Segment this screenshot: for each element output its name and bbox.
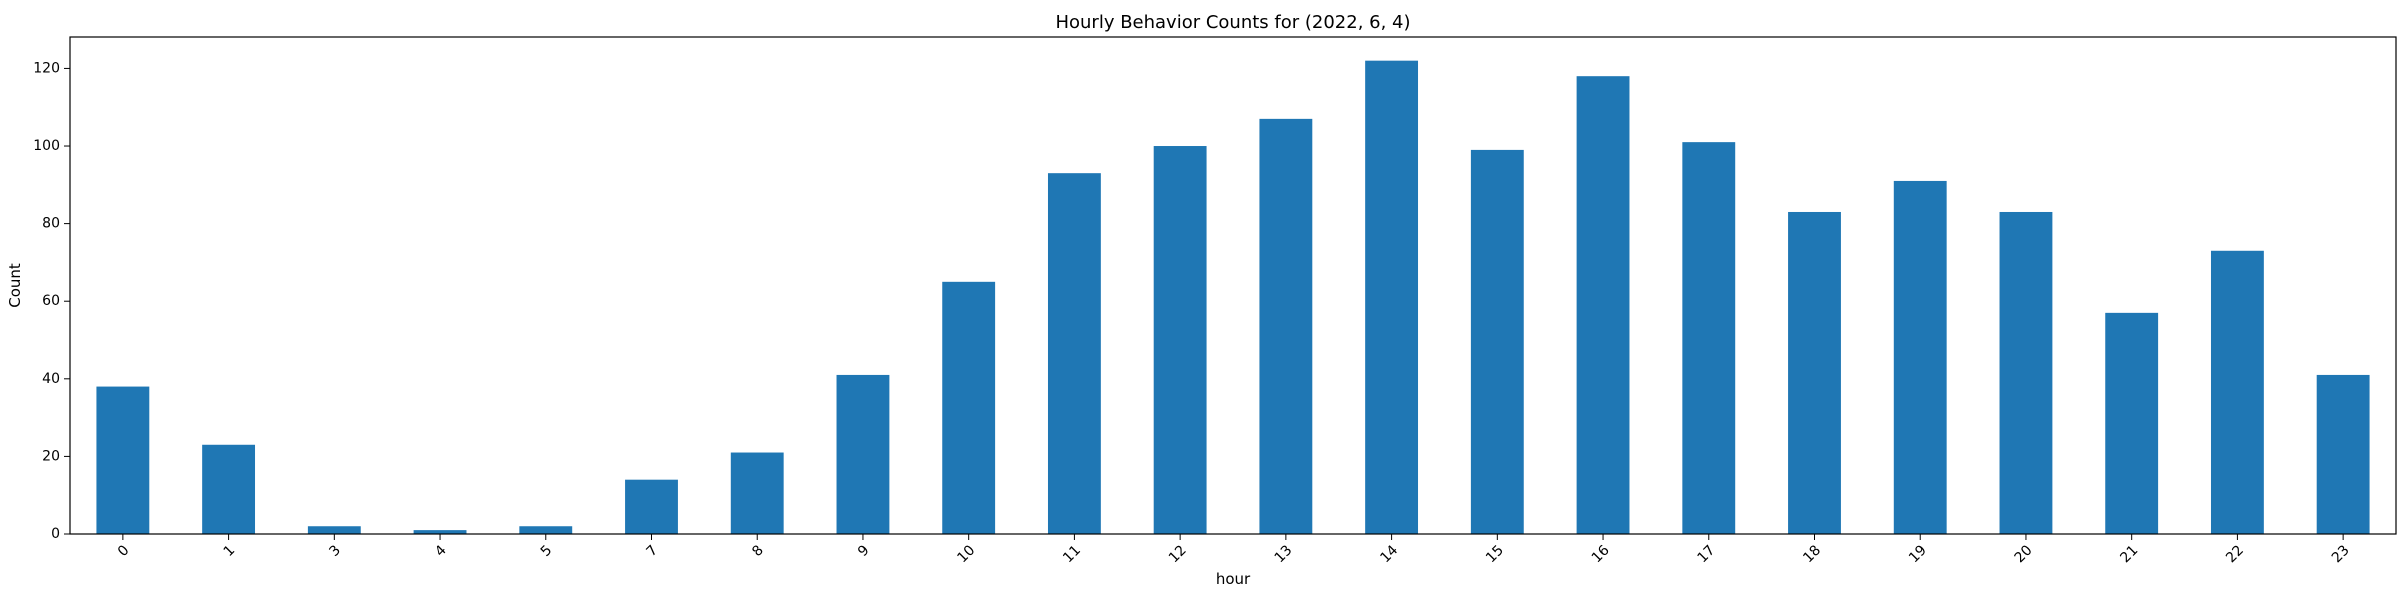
x-tick-label: 1 [221,542,239,560]
chart-title: Hourly Behavior Counts for (2022, 6, 4) [1055,12,1410,33]
x-tick-label: 9 [855,542,873,560]
x-tick-label: 17 [1695,542,1719,566]
y-tick-label: 100 [33,138,60,154]
bar-hour-21 [2105,312,2159,534]
x-tick-label: 21 [2117,542,2141,566]
x-tick-label: 5 [538,542,556,560]
x-tick-label: 4 [432,542,450,560]
bar-hour-10 [942,281,996,534]
x-tick-label: 23 [2329,542,2353,566]
bar-hour-9 [836,374,890,534]
bar-hour-11 [1047,173,1101,534]
y-axis-label: Count [6,263,24,308]
x-tick-label: 15 [1483,542,1507,566]
bar-hour-14 [1365,60,1419,535]
x-tick-label: 14 [1377,542,1401,566]
x-tick-label: 20 [2012,542,2036,566]
x-tick-label: 18 [1800,542,1824,566]
y-tick-label: 0 [51,526,60,542]
x-tick-label: 12 [1166,542,1190,566]
x-axis-label: hour [1216,570,1251,588]
x-tick-label: 3 [326,542,344,560]
x-tick-label: 11 [1060,542,1084,566]
x-tick-label: 10 [954,542,978,566]
bar-hour-13 [1259,118,1313,534]
bar-hour-22 [2210,250,2264,535]
bar-hour-7 [625,479,678,534]
bar-hour-0 [96,386,150,534]
x-tick-label: 7 [644,542,662,560]
bar-hour-8 [730,452,784,534]
x-tick-label: 22 [2223,542,2247,566]
bar-hour-16 [1576,76,1630,534]
axes-layer [69,36,2397,535]
x-tick-label: 19 [1906,542,1930,566]
x-axis: 0 1 3 4 5 7 8 9 10 11 12 13 14 15 16 17 18 19 20 21 22 23 [115,534,2353,566]
bar-hour-18 [1788,211,1841,534]
bar-hour-17 [1682,142,1736,534]
x-tick-label: 13 [1272,542,1296,566]
y-tick-label: 60 [42,293,60,309]
bar-hour-4 [413,530,467,534]
y-tick-label: 80 [42,216,60,232]
x-tick-label: 16 [1589,542,1613,566]
y-tick-label: 120 [33,60,60,76]
bars-layer [96,60,2370,535]
y-tick-label: 20 [42,448,60,464]
bar-hour-12 [1153,146,1207,534]
y-axis: 0 20 40 60 80 100 120 [33,60,70,542]
bar-hour-19 [1893,180,1947,535]
x-tick-label: 8 [749,542,767,560]
bar-hour-23 [2316,374,2370,534]
bar-hour-20 [1999,211,2053,534]
bar-hour-5 [519,526,573,534]
x-tick-label: 0 [115,542,133,560]
bar-hour-15 [1470,149,1524,534]
bar-hour-1 [202,444,256,534]
plot-frame [69,36,2397,535]
y-tick-label: 40 [42,371,60,387]
bar-hour-3 [307,526,361,534]
